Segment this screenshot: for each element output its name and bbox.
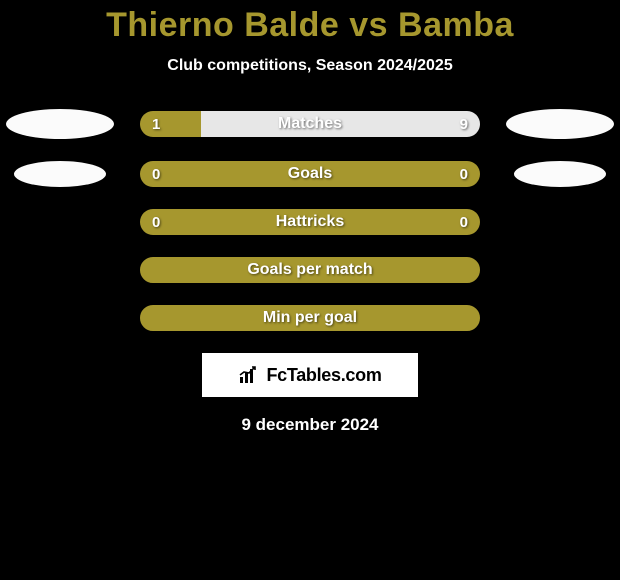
subtitle: Club competitions, Season 2024/2025 (0, 57, 620, 75)
stat-label: Min per goal (263, 309, 357, 327)
stat-label: Hattricks (276, 213, 344, 231)
stat-value-left: 1 (152, 116, 160, 133)
source-badge[interactable]: FcTables.com (202, 353, 418, 397)
badge-text: FcTables.com (266, 365, 381, 386)
stat-bar: 1 9 Matches (140, 111, 480, 137)
stat-value-right: 0 (460, 166, 468, 183)
stat-label: Matches (278, 115, 342, 133)
stat-bar: 0 0 Hattricks (140, 209, 480, 235)
stat-row: Goals per match (0, 257, 620, 283)
stat-value-left: 0 (152, 214, 160, 231)
chart-icon (238, 366, 260, 384)
stat-bar: Goals per match (140, 257, 480, 283)
player-marker-left (6, 109, 114, 139)
stat-row: Min per goal (0, 305, 620, 331)
stat-label: Goals per match (247, 261, 372, 279)
comparison-container: Thierno Balde vs Bamba Club competitions… (0, 0, 620, 435)
stat-bar: Min per goal (140, 305, 480, 331)
stat-row: 0 0 Hattricks (0, 209, 620, 235)
stat-row: 1 9 Matches (0, 109, 620, 139)
stat-bar: 0 0 Goals (140, 161, 480, 187)
player-marker-right (506, 109, 614, 139)
stat-value-left: 0 (152, 166, 160, 183)
stats-list: 1 9 Matches 0 0 Goals 0 0 Hattricks Goals per mat… (0, 109, 620, 331)
page-title: Thierno Balde vs Bamba (0, 6, 620, 45)
player-marker-left (14, 161, 106, 187)
stat-row: 0 0 Goals (0, 161, 620, 187)
stat-value-right: 9 (460, 116, 468, 133)
date-label: 9 december 2024 (0, 415, 620, 435)
stat-value-right: 0 (460, 214, 468, 231)
bar-fill-left (140, 111, 201, 137)
left-side (0, 161, 120, 187)
left-side (0, 109, 120, 139)
right-side (500, 161, 620, 187)
player-marker-right (514, 161, 606, 187)
right-side (500, 109, 620, 139)
stat-label: Goals (288, 165, 332, 183)
